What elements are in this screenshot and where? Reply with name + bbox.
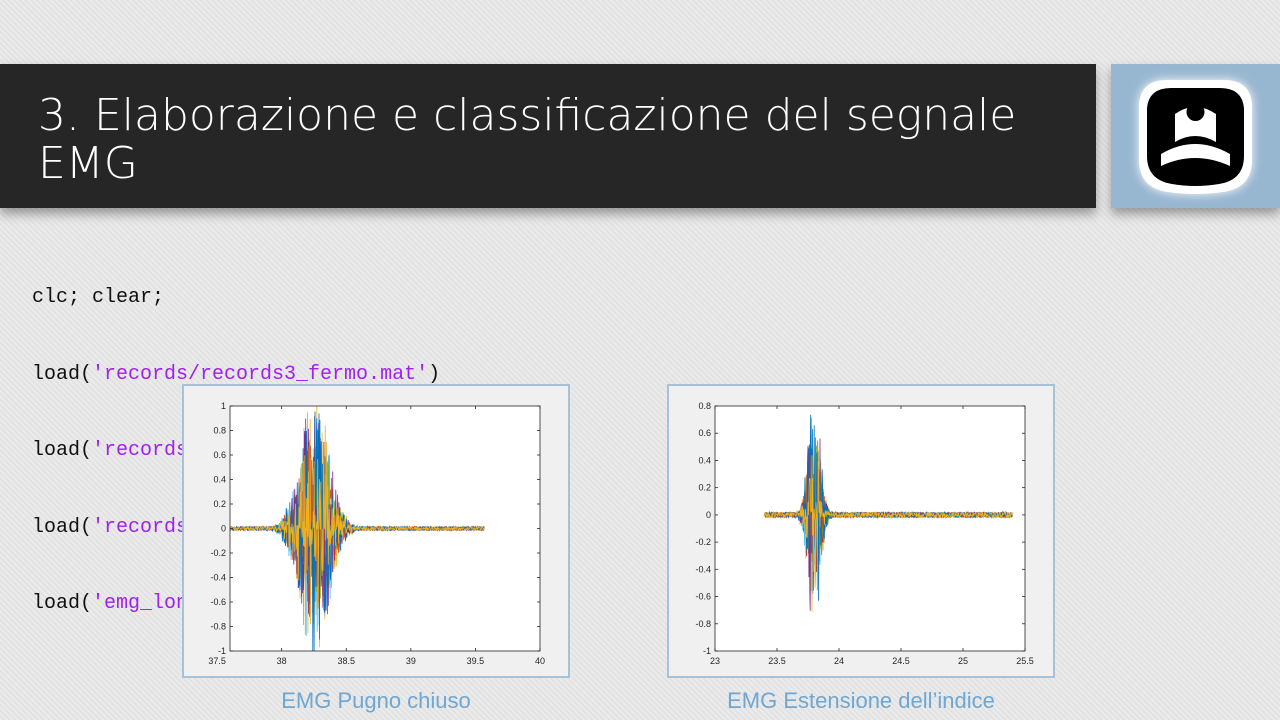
y-tick-label: 0.4 [213,475,226,485]
x-tick-label: 23.5 [768,656,786,666]
emg-series-line [230,455,485,625]
y-tick-label: -0.8 [695,619,711,629]
y-tick-label: -1 [703,646,711,656]
y-tick-label: -0.2 [695,537,711,547]
emg-index-chart: -1 -0.8 -0.6 -0.4 -0.2 0 0.2 0.4 0.6 0.8 23 23.5 24 2… [695,401,1034,666]
y-tick-label: 0.6 [698,428,711,438]
x-tick-label: 40 [535,656,545,666]
x-tick-label: 25 [958,656,968,666]
emg-index-figure: -1 -0.8 -0.6 -0.4 -0.2 0 0.2 0.4 0.6 0.8 23 23.5 24 2… [667,384,1055,678]
slide-title-line1: 3. Elaborazione e classificazione del se… [38,90,1017,141]
code-line: load('records/records3_fermo.mat') [32,362,441,386]
y-tick-label: -0.4 [210,573,226,583]
x-tick-label: 24.5 [892,656,910,666]
x-tick-label: 23 [710,656,720,666]
y-tick-label: 0.6 [213,450,226,460]
caption-right: EMG Estensione dell’indice [727,688,995,713]
y-tick-label: -0.6 [210,597,226,607]
y-tick-label: 0 [706,510,711,520]
logo-box [1111,64,1280,208]
x-tick-label: 24 [834,656,844,666]
plot-area [715,406,1025,651]
y-tick-label: 0.4 [698,455,711,465]
caption-left: EMG Pugno chiuso [281,688,471,713]
emg-series-line [764,455,1013,576]
headset-logo-icon [1139,80,1252,194]
x-tick-label: 38.5 [337,656,355,666]
y-tick-label: 1 [221,401,226,411]
y-tick-label: -0.4 [695,564,711,574]
y-tick-label: -1 [218,646,226,656]
y-tick-label: -0.8 [210,622,226,632]
y-tick-label: -0.6 [695,592,711,602]
y-tick-label: -0.2 [210,548,226,558]
x-tick-label: 39 [406,656,416,666]
plot-frame [714,405,1026,652]
y-tick-label: 0.8 [213,426,226,436]
slide-title-line2: EMG [38,138,138,189]
emg-fist-chart: -1 -0.8 -0.6 -0.4 -0.2 0 0.2 0.4 0.6 0.8 1 37.5 38 38… [208,401,545,666]
series-group [764,414,1013,612]
y-tick-label: 0.2 [698,483,711,493]
emg-fist-figure: -1 -0.8 -0.6 -0.4 -0.2 0 0.2 0.4 0.6 0.8 1 37.5 38 38… [182,384,570,678]
series-group [230,406,485,651]
x-tick-label: 39.5 [467,656,485,666]
y-tick-label: 0.8 [698,401,711,411]
y-tick-label: 0.2 [213,499,226,509]
code-line: clc; clear; [32,286,165,309]
title-bar: 3. Elaborazione e classificazione del se… [0,64,1096,208]
x-tick-label: 37.5 [208,656,226,666]
slide-title: 3. Elaborazione e classificazione del se… [38,92,1088,188]
y-tick-label: 0 [221,524,226,534]
x-tick-label: 38 [277,656,287,666]
x-tick-label: 25.5 [1016,656,1034,666]
